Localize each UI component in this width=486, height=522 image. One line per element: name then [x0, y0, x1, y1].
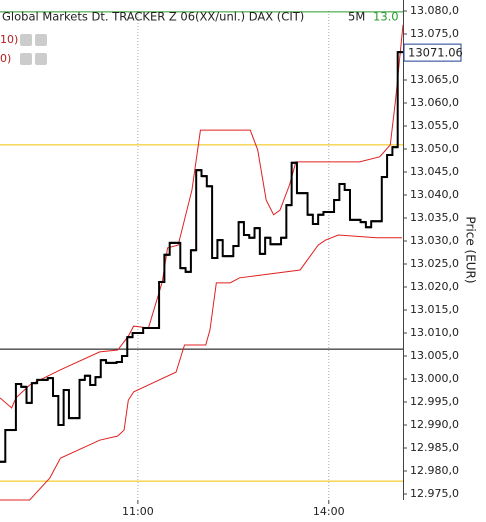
- y-tick-label: 13.045,0: [410, 165, 459, 178]
- y-tick-label: 12.985,0: [410, 441, 459, 454]
- y-tick-label: 13.055,0: [410, 119, 459, 132]
- y-tick-label: 13.075,0: [410, 27, 459, 40]
- y-tick-label: 13.060,0: [410, 96, 459, 109]
- y-tick-label: 13.050,0: [410, 142, 459, 155]
- grid: [137, 11, 330, 500]
- price-connector: [0, 51, 403, 463]
- chart-title: Global Markets Dt. TRACKER Z 06(XX/unl.)…: [2, 10, 304, 24]
- y-tick-label: 12.990,0: [410, 418, 459, 431]
- interval: 5M: [348, 10, 365, 24]
- last-price-label: 13071.06: [408, 46, 463, 60]
- y-tick-label: 13.025,0: [410, 257, 459, 270]
- y-tick-label: 13.030,0: [410, 234, 459, 247]
- y-tick-label: 12.995,0: [410, 395, 459, 408]
- last-price-box: [403, 43, 462, 62]
- settings-icon[interactable]: [20, 53, 32, 65]
- y-tick-label: 13.010,0: [410, 326, 459, 339]
- band-line: [0, 234, 402, 501]
- y-tick-label: 13.015,0: [410, 303, 459, 316]
- y-tick-label: 13.035,0: [410, 211, 459, 224]
- y-axis-label: Price (EUR): [464, 216, 478, 283]
- band-line: [0, 24, 403, 409]
- plot-area: [0, 11, 403, 501]
- x-tick-label: 14:00: [313, 505, 345, 518]
- y-tick-label: 13.080,0: [410, 4, 459, 17]
- y-tick-label: 13.000,0: [410, 372, 459, 385]
- indicator-label: 10): [0, 33, 18, 46]
- y-tick-label: 12.980,0: [410, 464, 459, 477]
- y-tick-label: 12.975,0: [410, 487, 459, 500]
- settings-icon[interactable]: [20, 34, 32, 46]
- y-tick-label: 13.005,0: [410, 349, 459, 362]
- y-tick-label: 13.065,0: [410, 73, 459, 86]
- x-tick-label: 11:00: [122, 505, 154, 518]
- close-icon[interactable]: [35, 53, 47, 65]
- close-icon[interactable]: [35, 34, 47, 46]
- header-value: 13.0: [373, 10, 399, 24]
- y-tick-label: 13.040,0: [410, 188, 459, 201]
- indicator-label: 0): [0, 52, 11, 65]
- y-tick-label: 13.020,0: [410, 280, 459, 293]
